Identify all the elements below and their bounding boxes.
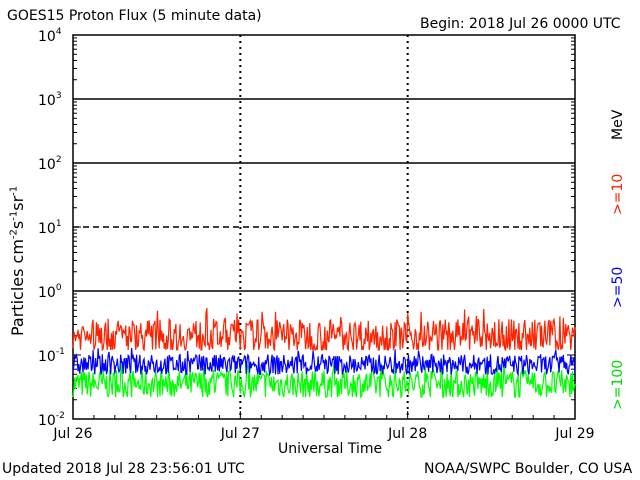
energy-ge100-label: >=100 (610, 359, 626, 410)
energy-unit-label: MeV (610, 109, 626, 140)
x-tick-label: Jul 26 (52, 426, 92, 442)
gridlines (73, 98, 575, 292)
y-tick-label: 104 (38, 27, 62, 45)
chart-title: GOES15 Proton Flux (5 minute data) (7, 8, 262, 24)
y-tick-label: 101 (38, 219, 62, 237)
x-axis-label: Universal Time (278, 441, 383, 457)
x-tick-label: Jul 28 (387, 426, 427, 442)
energy-ge50-label: >=50 (610, 266, 626, 308)
data-series (72, 308, 576, 399)
series-line (72, 308, 576, 352)
energy-ge10-label: >=10 (610, 173, 626, 215)
y-tick-label: 103 (38, 91, 62, 109)
y-tick-label: 100 (38, 283, 62, 301)
series-line (72, 347, 576, 377)
begin-time: Begin: 2018 Jul 26 0000 UTC (420, 16, 621, 32)
y-tick-label: 10-1 (38, 347, 65, 365)
y-tick-label: 102 (38, 155, 62, 173)
x-axis-ticks: Jul 26 Jul 27 Jul 28 Jul 29 (52, 411, 595, 442)
x-tick-label: Jul 29 (554, 426, 594, 442)
source-credit: NOAA/SWPC Boulder, CO USA (424, 461, 633, 477)
series-line (72, 361, 576, 399)
updated-timestamp: Updated 2018 Jul 28 23:56:01 UTC (2, 461, 245, 477)
day-separators (239, 35, 409, 419)
y-axis-label: Particles cm-2s-1sr-1 (8, 185, 27, 336)
x-tick-label: Jul 27 (220, 426, 260, 442)
